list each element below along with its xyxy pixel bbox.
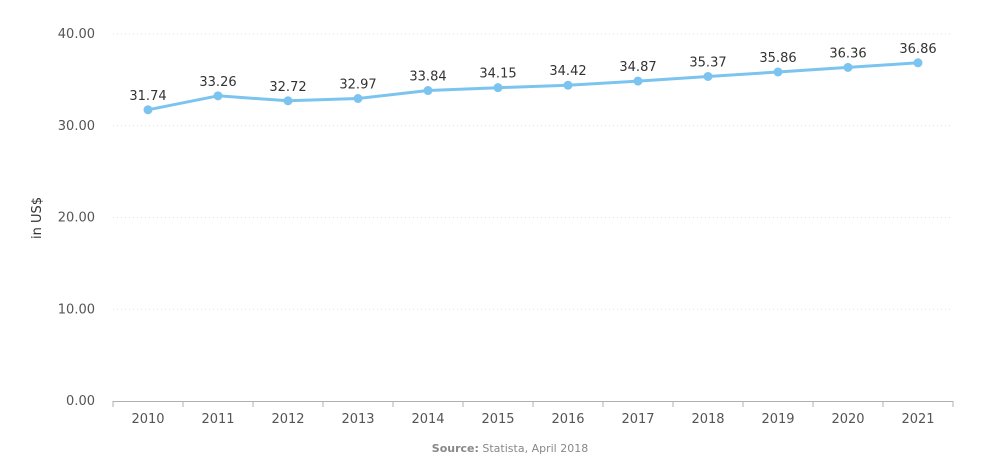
data-label: 35.37	[689, 55, 726, 70]
x-tick-label: 2011	[201, 412, 234, 427]
data-point[interactable]	[633, 76, 643, 86]
series	[143, 58, 923, 115]
y-tick-label: 20.00	[58, 211, 95, 226]
gridlines	[113, 33, 953, 310]
x-tick-label: 2021	[901, 412, 934, 427]
data-label: 34.42	[549, 64, 586, 79]
y-tick-label: 30.00	[58, 119, 95, 134]
data-point[interactable]	[353, 94, 363, 104]
y-tick-label: 40.00	[58, 27, 95, 42]
data-label: 34.87	[619, 60, 656, 75]
data-point[interactable]	[143, 105, 153, 115]
y-axis-ticks: 0.00 10.00 20.00 30.00 40.00	[58, 27, 95, 409]
data-label: 32.97	[339, 78, 376, 93]
x-tick-label: 2019	[761, 412, 794, 427]
data-label: 35.86	[759, 51, 796, 66]
source-label: Source:	[431, 442, 479, 455]
y-tick-label: 10.00	[58, 302, 95, 317]
data-point[interactable]	[283, 96, 293, 106]
data-point[interactable]	[493, 83, 503, 93]
x-tick-label: 2013	[341, 412, 374, 427]
data-labels: 31.74 33.26 32.72 32.97 33.84 34.15 34.42 34.87…	[129, 42, 936, 104]
data-point[interactable]	[913, 58, 923, 68]
data-point[interactable]	[843, 62, 853, 72]
data-point[interactable]	[563, 80, 573, 90]
data-point[interactable]	[703, 71, 713, 81]
source-text: Statista, April 2018	[482, 442, 589, 455]
x-tick-label: 2015	[481, 412, 514, 427]
x-tick-label: 2014	[411, 412, 444, 427]
data-label: 34.15	[479, 67, 516, 82]
data-label: 36.86	[899, 42, 936, 57]
source-line: Source: Statista, April 2018	[0, 442, 988, 455]
y-axis-title: in US$	[30, 197, 45, 239]
x-tick-label: 2017	[621, 412, 654, 427]
data-label: 36.36	[829, 46, 866, 61]
data-label: 32.72	[269, 80, 306, 95]
data-label: 33.26	[199, 75, 236, 90]
x-axis: 2010 2011 2012 2013 2014 2015 2016 2017 2018 2019…	[112, 401, 954, 427]
y-tick-label: 0.00	[66, 394, 95, 409]
x-tick-label: 2016	[551, 412, 584, 427]
data-label: 31.74	[129, 89, 166, 104]
x-tick-label: 2012	[271, 412, 304, 427]
data-point[interactable]	[213, 91, 223, 101]
x-tick-label: 2010	[131, 412, 164, 427]
series-line	[146, 61, 920, 112]
x-tick-label: 2020	[831, 412, 864, 427]
data-label: 33.84	[409, 70, 446, 85]
data-point[interactable]	[423, 86, 433, 96]
x-tick-label: 2018	[691, 412, 724, 427]
data-point[interactable]	[773, 67, 783, 77]
